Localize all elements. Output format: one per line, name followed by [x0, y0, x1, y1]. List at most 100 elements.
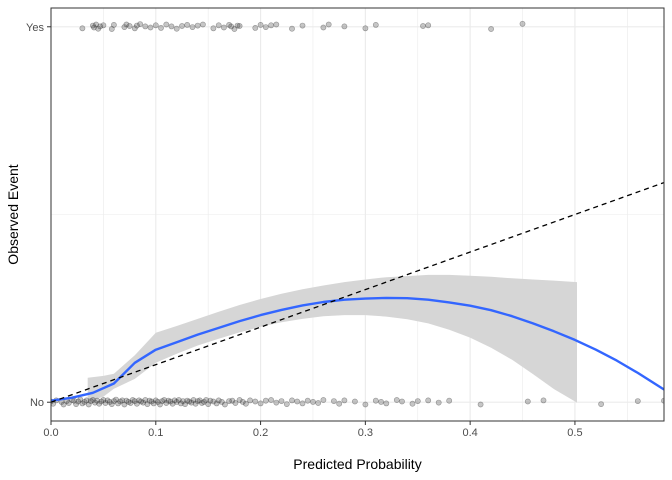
data-point-no: [289, 397, 295, 404]
data-point-no: [175, 397, 182, 403]
data-point-no: [273, 399, 280, 406]
data-point-yes: [147, 24, 154, 31]
data-point-no: [159, 398, 165, 404]
data-point-no: [167, 398, 174, 405]
jitter-points-layer: [51, 20, 664, 408]
data-point-no: [192, 400, 199, 407]
data-point-no: [330, 398, 337, 404]
data-point-no: [634, 398, 641, 404]
data-point-yes: [179, 23, 185, 29]
data-point-yes: [262, 24, 269, 30]
data-point-no: [111, 398, 117, 404]
data-point-yes: [79, 25, 86, 32]
data-point-yes: [234, 22, 241, 29]
data-point-yes: [100, 22, 107, 29]
data-point-no: [165, 397, 172, 404]
data-point-no: [414, 398, 421, 404]
data-point-yes: [362, 25, 369, 32]
data-point-no: [336, 400, 343, 407]
data-point-no: [85, 401, 92, 408]
data-point-no: [203, 397, 209, 403]
data-point-no: [598, 401, 604, 407]
data-point-no: [182, 401, 188, 407]
data-point-no: [150, 400, 157, 407]
confidence-ribbon: [87, 274, 577, 403]
y-tick-label: Yes: [26, 22, 44, 34]
data-point-no: [157, 401, 163, 408]
data-point-no: [81, 398, 88, 405]
data-point-yes: [93, 21, 99, 28]
data-point-no: [154, 398, 161, 405]
data-point-no: [94, 397, 100, 404]
data-point-yes: [152, 22, 159, 29]
data-point-no: [278, 398, 285, 404]
data-point-no: [215, 397, 222, 404]
data-point-no: [351, 398, 358, 405]
data-point-no: [242, 400, 249, 407]
loess-smooth-line: [51, 296, 664, 402]
data-point-no: [661, 397, 664, 404]
data-point-no: [252, 398, 259, 405]
data-point-yes: [189, 24, 196, 30]
data-point-yes: [123, 21, 130, 28]
data-point-yes: [194, 22, 201, 29]
data-point-no: [383, 400, 390, 407]
data-point-no: [148, 398, 155, 405]
data-point-no: [226, 398, 232, 404]
data-point-no: [75, 398, 82, 405]
data-point-yes: [252, 24, 259, 31]
data-point-no: [425, 397, 432, 404]
data-point-yes: [220, 24, 227, 31]
data-point-no: [262, 397, 269, 404]
data-point-no: [362, 401, 369, 408]
data-point-yes: [142, 23, 149, 30]
data-point-no: [169, 400, 176, 407]
data-point-no: [247, 397, 253, 404]
data-point-yes: [420, 23, 426, 29]
data-point-yes: [97, 23, 104, 30]
data-point-yes: [257, 21, 264, 28]
lines-layer: [51, 181, 664, 403]
confidence-ribbon-layer: [87, 274, 577, 403]
data-point-no: [257, 400, 264, 407]
data-point-yes: [320, 24, 327, 31]
data-point-no: [106, 398, 113, 405]
data-point-yes: [341, 23, 348, 30]
data-point-no: [144, 401, 151, 407]
data-point-no: [196, 397, 203, 404]
data-point-no: [524, 398, 531, 405]
data-point-no: [378, 398, 384, 405]
data-point-yes: [184, 21, 191, 28]
x-tick-label: 0.1: [148, 427, 163, 439]
data-point-yes: [488, 26, 494, 32]
data-point-no: [186, 398, 193, 405]
data-point-no: [198, 400, 205, 406]
x-tick-label: 0.2: [253, 427, 268, 439]
data-point-yes: [90, 22, 96, 29]
x-tick-label: 0.5: [567, 427, 582, 439]
data-point-no: [146, 397, 153, 404]
data-point-no: [320, 397, 327, 403]
data-point-yes: [168, 23, 175, 30]
data-point-no: [121, 401, 128, 408]
data-point-no: [210, 398, 217, 405]
data-point-no: [268, 397, 274, 403]
data-point-no: [77, 396, 84, 403]
data-point-yes: [91, 24, 97, 31]
data-point-yes: [299, 22, 306, 29]
data-point-yes: [268, 22, 274, 29]
data-point-no: [213, 400, 220, 407]
data-point-no: [393, 397, 400, 403]
data-point-yes: [121, 24, 128, 30]
data-point-yes: [289, 25, 295, 32]
data-point-no: [115, 400, 121, 407]
data-point-no: [140, 399, 147, 406]
data-point-no: [102, 400, 109, 406]
data-point-no: [113, 396, 119, 403]
data-point-no: [304, 397, 311, 404]
data-point-no: [232, 400, 239, 406]
data-point-no: [142, 397, 149, 403]
data-point-yes: [228, 23, 235, 30]
data-point-no: [294, 398, 301, 405]
